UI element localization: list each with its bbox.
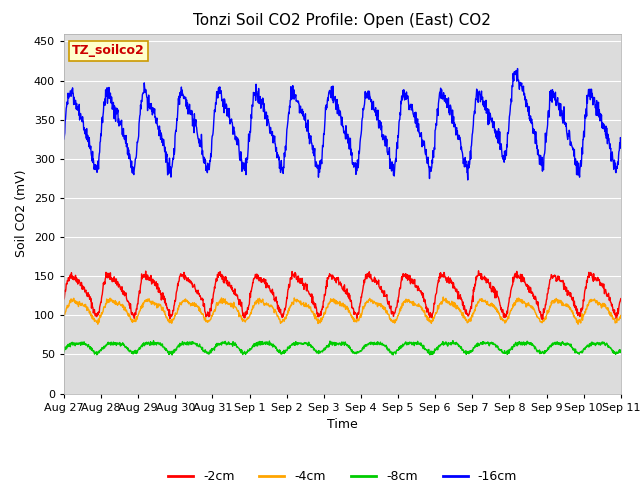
Legend: -2cm, -4cm, -8cm, -16cm: -2cm, -4cm, -8cm, -16cm	[163, 465, 522, 480]
X-axis label: Time: Time	[327, 418, 358, 431]
Text: TZ_soilco2: TZ_soilco2	[72, 44, 145, 58]
Y-axis label: Soil CO2 (mV): Soil CO2 (mV)	[15, 170, 28, 257]
Title: Tonzi Soil CO2 Profile: Open (East) CO2: Tonzi Soil CO2 Profile: Open (East) CO2	[193, 13, 492, 28]
